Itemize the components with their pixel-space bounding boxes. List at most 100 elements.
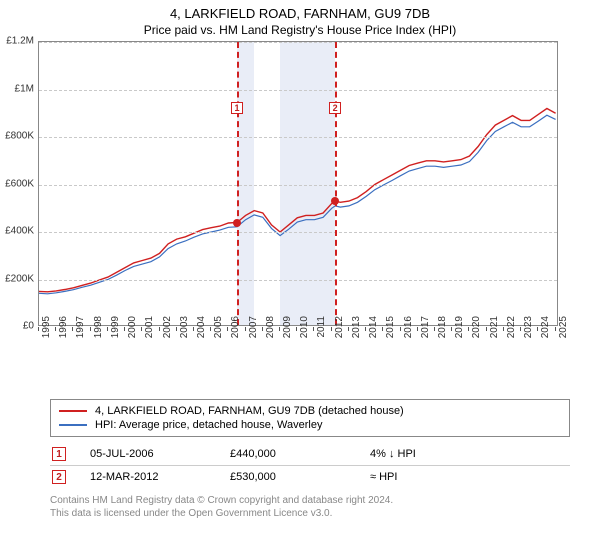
x-tick-label: 2000: [127, 316, 138, 346]
legend-label: HPI: Average price, detached house, Wave…: [95, 419, 322, 431]
marker-dot: [233, 219, 241, 227]
x-tick-label: 2008: [265, 316, 276, 346]
x-tick-label: 2013: [351, 316, 362, 346]
legend: 4, LARKFIELD ROAD, FARNHAM, GU9 7DB (det…: [50, 399, 570, 437]
x-tick-label: 2017: [420, 316, 431, 346]
y-tick-label: £600K: [5, 178, 34, 189]
y-tick-label: £1.2M: [6, 36, 34, 47]
x-tick-label: 2003: [179, 316, 190, 346]
x-tick: [124, 327, 125, 331]
x-tick-label: 1996: [58, 316, 69, 346]
gridline: [39, 90, 557, 91]
series-line-hpi: [39, 115, 556, 294]
y-tick-label: £1M: [15, 83, 34, 94]
marker-line: [237, 42, 239, 325]
x-tick: [417, 327, 418, 331]
y-tick-label: £800K: [5, 131, 34, 142]
x-tick: [486, 327, 487, 331]
x-tick: [451, 327, 452, 331]
marker-line: [335, 42, 337, 325]
footer-line-2: This data is licensed under the Open Gov…: [50, 507, 570, 520]
x-tick: [227, 327, 228, 331]
x-tick: [279, 327, 280, 331]
y-tick-label: £0: [23, 321, 34, 332]
x-tick: [38, 327, 39, 331]
x-tick-label: 1998: [93, 316, 104, 346]
x-tick: [503, 327, 504, 331]
x-tick: [555, 327, 556, 331]
legend-row: HPI: Average price, detached house, Wave…: [59, 418, 561, 432]
x-tick-label: 2015: [385, 316, 396, 346]
plot-area: 12: [38, 41, 558, 326]
x-axis: 1995199619971998199920002001200220032004…: [38, 327, 558, 361]
gridline: [39, 137, 557, 138]
x-tick: [365, 327, 366, 331]
x-tick: [210, 327, 211, 331]
x-tick: [434, 327, 435, 331]
marker-label: 2: [329, 102, 341, 114]
chart-subtitle: Price paid vs. HM Land Registry's House …: [0, 21, 600, 41]
transaction-delta: ≈ HPI: [370, 471, 570, 483]
x-tick: [245, 327, 246, 331]
x-tick-label: 1995: [41, 316, 52, 346]
y-tick-label: £400K: [5, 226, 34, 237]
x-tick: [107, 327, 108, 331]
footer-line-1: Contains HM Land Registry data © Crown c…: [50, 494, 570, 507]
gridline: [39, 280, 557, 281]
x-tick-label: 1997: [75, 316, 86, 346]
transaction-date: 05-JUL-2006: [90, 448, 230, 460]
x-tick-label: 2002: [162, 316, 173, 346]
x-tick-label: 2024: [540, 316, 551, 346]
x-tick-label: 2016: [403, 316, 414, 346]
gridline: [39, 42, 557, 43]
x-tick-label: 2018: [437, 316, 448, 346]
x-tick: [159, 327, 160, 331]
x-tick-label: 2019: [454, 316, 465, 346]
transaction-row: 212-MAR-2012£530,000≈ HPI: [50, 466, 570, 488]
transaction-index: 2: [52, 470, 66, 484]
marker-dot: [331, 197, 339, 205]
x-tick-label: 2007: [248, 316, 259, 346]
footer-attribution: Contains HM Land Registry data © Crown c…: [50, 494, 570, 520]
x-tick-label: 2020: [471, 316, 482, 346]
x-tick-label: 2006: [230, 316, 241, 346]
x-tick-label: 2025: [558, 316, 569, 346]
transaction-index: 1: [52, 447, 66, 461]
transaction-price: £530,000: [230, 471, 370, 483]
x-tick-label: 1999: [110, 316, 121, 346]
x-tick: [537, 327, 538, 331]
x-tick-label: 2005: [213, 316, 224, 346]
series-line-property: [39, 109, 556, 292]
x-tick: [382, 327, 383, 331]
y-tick-label: £200K: [5, 273, 34, 284]
x-tick: [90, 327, 91, 331]
x-tick: [313, 327, 314, 331]
transaction-price: £440,000: [230, 448, 370, 460]
x-tick: [468, 327, 469, 331]
y-axis: £0£200K£400K£600K£800K£1M£1.2M: [0, 41, 36, 326]
x-tick: [520, 327, 521, 331]
x-tick-label: 2011: [316, 316, 327, 346]
x-tick-label: 2022: [506, 316, 517, 346]
legend-swatch: [59, 410, 87, 412]
x-tick: [193, 327, 194, 331]
x-tick: [348, 327, 349, 331]
chart-title: 4, LARKFIELD ROAD, FARNHAM, GU9 7DB: [0, 0, 600, 21]
x-tick: [176, 327, 177, 331]
gridline: [39, 232, 557, 233]
transaction-delta: 4% ↓ HPI: [370, 448, 570, 460]
chart-area: 12 £0£200K£400K£600K£800K£1M£1.2M 199519…: [38, 41, 598, 361]
x-tick-label: 2010: [299, 316, 310, 346]
legend-swatch: [59, 424, 87, 426]
x-tick: [55, 327, 56, 331]
legend-row: 4, LARKFIELD ROAD, FARNHAM, GU9 7DB (det…: [59, 404, 561, 418]
marker-label: 1: [231, 102, 243, 114]
x-tick: [296, 327, 297, 331]
x-tick-label: 2001: [144, 316, 155, 346]
x-tick-label: 2012: [334, 316, 345, 346]
x-tick-label: 2009: [282, 316, 293, 346]
x-tick: [331, 327, 332, 331]
x-tick: [141, 327, 142, 331]
x-tick: [400, 327, 401, 331]
x-tick: [262, 327, 263, 331]
